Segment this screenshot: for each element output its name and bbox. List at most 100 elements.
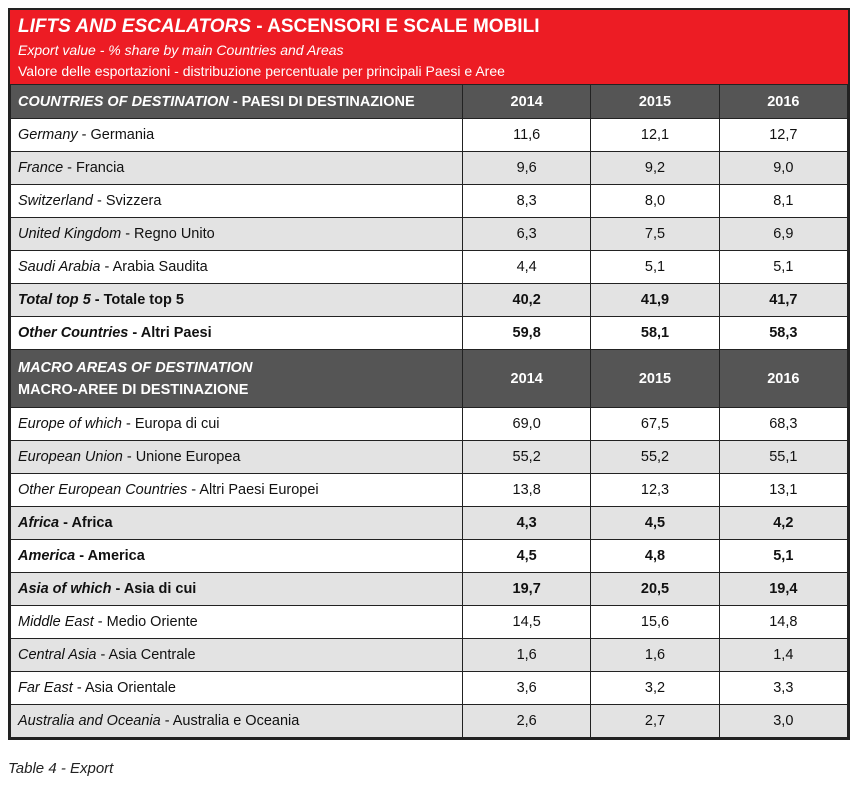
- label-en: Asia of which: [18, 581, 112, 597]
- value-cell: 19,7: [461, 572, 592, 606]
- value-cell: 2,7: [590, 704, 720, 738]
- macro-header-row: MACRO AREAS OF DESTINATION MACRO-AREE DI …: [10, 349, 849, 408]
- value-cell: 13,1: [718, 473, 849, 507]
- label-it: - Altri Paesi Europei: [187, 482, 319, 498]
- row-label: Far East - Asia Orientale: [10, 671, 463, 705]
- value-cell: 11,6: [461, 118, 592, 152]
- table-row: France - Francia 9,6 9,2 9,0: [10, 151, 849, 185]
- label-en: Australia and Oceania: [18, 713, 161, 729]
- value-cell: 4,8: [590, 539, 720, 573]
- value-cell: 12,3: [590, 473, 720, 507]
- value-cell: 15,6: [590, 605, 720, 639]
- year-header: 2015: [590, 84, 720, 119]
- label-it: - Francia: [63, 160, 125, 176]
- label-it: - Svizzera: [92, 193, 162, 209]
- title-en: LIFTS AND ESCALATORS: [18, 16, 251, 37]
- label-it: - Medio Oriente: [93, 614, 198, 630]
- table-row: America - America 4,5 4,8 5,1: [10, 539, 849, 573]
- value-cell: 6,9: [718, 217, 849, 251]
- value-cell: 69,0: [461, 407, 592, 441]
- label-en: Other Countries: [18, 325, 129, 341]
- value-cell: 14,5: [461, 605, 592, 639]
- header-label: MACRO AREAS OF DESTINATION MACRO-AREE DI …: [10, 349, 463, 408]
- row-label: Germany - Germania: [10, 118, 463, 152]
- value-cell: 9,0: [718, 151, 849, 185]
- year-header: 2016: [718, 84, 849, 119]
- label-it: - Europa di cui: [121, 416, 220, 432]
- label-en: European Union: [18, 449, 123, 465]
- label-it: - America: [75, 548, 145, 564]
- table-row: Australia and Oceania - Australia e Ocea…: [10, 704, 849, 738]
- row-label: Asia of which - Asia di cui: [10, 572, 463, 606]
- label-en: Switzerland: [18, 193, 93, 209]
- row-label: France - Francia: [10, 151, 463, 185]
- table-row: Germany - Germania 11,6 12,1 12,7: [10, 118, 849, 152]
- year-header: 2016: [718, 349, 849, 408]
- table-row: Asia of which - Asia di cui 19,7 20,5 19,4: [10, 572, 849, 606]
- value-cell: 1,6: [461, 638, 592, 672]
- row-label: United Kingdom - Regno Unito: [10, 217, 463, 251]
- value-cell: 5,1: [590, 250, 720, 284]
- label-it: - Australia e Oceania: [160, 713, 300, 729]
- table-caption: Table 4 - Export: [8, 760, 114, 777]
- countries-header-row: COUNTRIES OF DESTINATION - PAESI DI DEST…: [10, 84, 849, 119]
- value-cell: 4,4: [461, 250, 592, 284]
- label-en: Germany: [18, 127, 78, 143]
- value-cell: 68,3: [718, 407, 849, 441]
- export-table: COUNTRIES OF DESTINATION - PAESI DI DEST…: [10, 84, 849, 738]
- table-row: Europe of which - Europa di cui 69,0 67,5 6…: [10, 407, 849, 441]
- value-cell: 41,9: [590, 283, 720, 317]
- value-cell: 1,4: [718, 638, 849, 672]
- value-cell: 12,7: [718, 118, 849, 152]
- value-cell: 67,5: [590, 407, 720, 441]
- label-en: Saudi Arabia: [18, 259, 101, 275]
- value-cell: 3,0: [718, 704, 849, 738]
- value-cell: 40,2: [461, 283, 592, 317]
- row-label: Total top 5 - Totale top 5: [10, 283, 463, 317]
- value-cell: 20,5: [590, 572, 720, 606]
- label-it: - Unione Europea: [122, 449, 241, 465]
- row-label: Europe of which - Europa di cui: [10, 407, 463, 441]
- table-row: European Union - Unione Europea 55,2 55,2 5…: [10, 440, 849, 474]
- header-it: MACRO-AREE DI DESTINAZIONE: [18, 381, 249, 398]
- table-row: Far East - Asia Orientale 3,6 3,2 3,3: [10, 671, 849, 705]
- value-cell: 4,5: [590, 506, 720, 540]
- value-cell: 9,2: [590, 151, 720, 185]
- subtitle-en: Export value - % share by main Countries…: [18, 42, 344, 58]
- value-cell: 8,1: [718, 184, 849, 218]
- value-cell: 5,1: [718, 250, 849, 284]
- value-cell: 2,6: [461, 704, 592, 738]
- value-cell: 3,2: [590, 671, 720, 705]
- title-it: - ASCENSORI E SCALE MOBILI: [250, 16, 540, 37]
- row-label: Switzerland - Svizzera: [10, 184, 463, 218]
- value-cell: 8,0: [590, 184, 720, 218]
- header-label: COUNTRIES OF DESTINATION - PAESI DI DEST…: [10, 84, 463, 119]
- value-cell: 4,3: [461, 506, 592, 540]
- value-cell: 6,3: [461, 217, 592, 251]
- value-cell: 19,4: [718, 572, 849, 606]
- label-en: Africa: [18, 515, 60, 531]
- table-row: Switzerland - Svizzera 8,3 8,0 8,1: [10, 184, 849, 218]
- label-en: Total top 5: [18, 292, 91, 308]
- header-en: MACRO AREAS OF DESTINATION: [18, 359, 253, 376]
- label-en: Other European Countries: [18, 482, 188, 498]
- row-label: Central Asia - Asia Centrale: [10, 638, 463, 672]
- table-row: Other Countries - Altri Paesi 59,8 58,1 58,…: [10, 316, 849, 350]
- table-row: Middle East - Medio Oriente 14,5 15,6 14,8: [10, 605, 849, 639]
- year-header: 2015: [590, 349, 720, 408]
- label-it: - Arabia Saudita: [100, 259, 208, 275]
- label-en: Central Asia: [18, 647, 97, 663]
- value-cell: 4,5: [461, 539, 592, 573]
- label-it: - Asia Orientale: [72, 680, 176, 696]
- row-label: Middle East - Medio Oriente: [10, 605, 463, 639]
- table-row: Central Asia - Asia Centrale 1,6 1,6 1,4: [10, 638, 849, 672]
- value-cell: 4,2: [718, 506, 849, 540]
- export-table-container: LIFTS AND ESCALATORS - ASCENSORI E SCALE…: [8, 8, 850, 740]
- label-it: - Regno Unito: [121, 226, 215, 242]
- label-en: United Kingdom: [18, 226, 122, 242]
- label-it: - Totale top 5: [90, 292, 184, 308]
- table-title-banner: LIFTS AND ESCALATORS - ASCENSORI E SCALE…: [10, 10, 848, 84]
- subtitle-it: Valore delle esportazioni - distribuzion…: [18, 63, 505, 79]
- value-cell: 55,2: [590, 440, 720, 474]
- value-cell: 12,1: [590, 118, 720, 152]
